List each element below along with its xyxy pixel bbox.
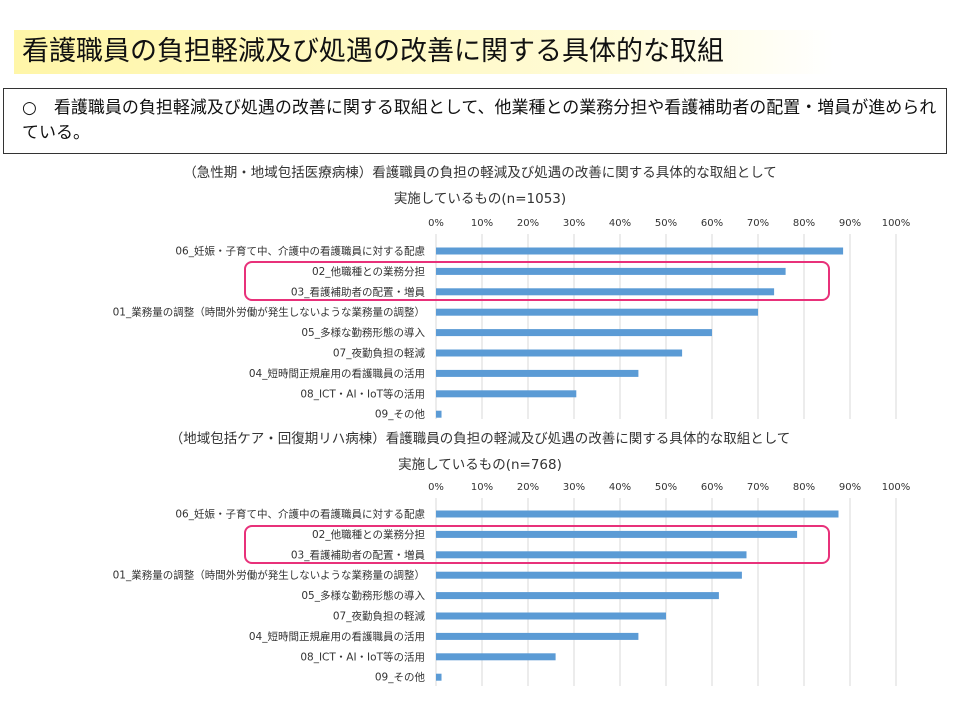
bar bbox=[436, 571, 742, 579]
bar bbox=[436, 653, 556, 661]
category-label: 03_看護補助者の配置・増員 bbox=[291, 548, 426, 561]
x-tick-label: 20% bbox=[517, 218, 539, 229]
x-tick-label: 80% bbox=[793, 482, 815, 493]
x-tick-label: 20% bbox=[517, 482, 539, 493]
bar bbox=[436, 530, 798, 538]
bar bbox=[436, 329, 712, 337]
bar bbox=[436, 632, 639, 640]
x-tick-label: 0% bbox=[428, 482, 444, 493]
x-tick-label: 90% bbox=[839, 482, 861, 493]
x-tick-label: 60% bbox=[701, 482, 723, 493]
summary-box: ○ 看護職員の負担軽減及び処遇の改善に関する取組として、他業種との業務分担や看護… bbox=[3, 88, 947, 154]
x-tick-label: 40% bbox=[609, 218, 631, 229]
highlight-box bbox=[244, 261, 830, 301]
category-label: 02_他職種との業務分担 bbox=[312, 528, 425, 541]
x-tick-label: 60% bbox=[701, 218, 723, 229]
x-tick-label: 30% bbox=[563, 218, 585, 229]
bar bbox=[436, 349, 683, 357]
x-tick-label: 0% bbox=[428, 218, 444, 229]
chart1-title-line2: 実施しているもの(n=1053) bbox=[393, 191, 567, 207]
category-label: 08_ICT・AI・IoT等の活用 bbox=[300, 387, 425, 400]
category-label: 06_妊娠・子育て中、介護中の看護職員に対する配慮 bbox=[175, 245, 425, 258]
bar bbox=[436, 390, 577, 398]
category-label: 05_多様な勤務形態の導入 bbox=[301, 589, 425, 602]
x-tick-label: 10% bbox=[471, 482, 493, 493]
category-label: 07_夜勤負担の軽減 bbox=[333, 347, 426, 360]
x-tick-label: 70% bbox=[747, 482, 769, 493]
x-tick-label: 40% bbox=[609, 482, 631, 493]
highlight-box bbox=[244, 525, 830, 564]
category-label: 08_ICT・AI・IoT等の活用 bbox=[300, 650, 425, 663]
x-tick-label: 90% bbox=[839, 218, 861, 229]
x-tick-label: 80% bbox=[793, 218, 815, 229]
category-label: 07_夜勤負担の軽減 bbox=[333, 610, 426, 623]
bar bbox=[436, 510, 839, 518]
bar bbox=[436, 288, 775, 296]
page-title: 看護職員の負担軽減及び処遇の改善に関する具体的な取組 bbox=[22, 36, 724, 67]
category-label: 09_その他 bbox=[375, 408, 426, 421]
bar bbox=[436, 247, 844, 255]
chart2-title-line2: 実施しているもの(n=768) bbox=[398, 457, 562, 473]
category-label: 09_その他 bbox=[375, 671, 426, 684]
bar bbox=[436, 267, 786, 275]
x-tick-label: 30% bbox=[563, 482, 585, 493]
x-tick-label: 100% bbox=[882, 482, 911, 493]
summary-text: ○ 看護職員の負担軽減及び処遇の改善に関する取組として、他業種との業務分担や看護… bbox=[22, 98, 937, 143]
chart2-title-line1: （地域包括ケア・回復期リハ病棟）看護職員の負担の軽減及び処遇の改善に関する具体的… bbox=[169, 431, 791, 447]
category-label: 04_短時間正規雇用の看護職員の活用 bbox=[249, 367, 425, 380]
x-tick-label: 50% bbox=[655, 218, 677, 229]
bar bbox=[436, 410, 442, 418]
category-label: 01_業務量の調整（時間外労働が発生しないような業務量の調整） bbox=[113, 569, 425, 582]
category-label: 01_業務量の調整（時間外労働が発生しないような業務量の調整） bbox=[113, 306, 425, 319]
chart1-acute: 0% 10% 20% 30% 40% 50% 60% 70% 80% 90% 100% 06_妊娠・子… bbox=[113, 218, 911, 421]
category-label: 03_看護補助者の配置・増員 bbox=[291, 285, 426, 298]
x-tick-label: 100% bbox=[882, 218, 911, 229]
x-tick-label: 50% bbox=[655, 482, 677, 493]
bar bbox=[436, 673, 442, 681]
title-bar: 看護職員の負担軽減及び処遇の改善に関する具体的な取組 bbox=[14, 30, 834, 74]
x-tick-label: 70% bbox=[747, 218, 769, 229]
bar bbox=[436, 369, 639, 377]
bar bbox=[436, 551, 747, 559]
category-label: 02_他職種との業務分担 bbox=[312, 265, 425, 278]
x-tick-label: 10% bbox=[471, 218, 493, 229]
chart2-community-care: 0% 10% 20% 30% 40% 50% 60% 70% 80% 90% 100% 06_妊娠・子… bbox=[113, 482, 911, 686]
bar bbox=[436, 592, 719, 600]
chart1-title-line1: （急性期・地域包括医療病棟）看護職員の負担の軽減及び処遇の改善に関する具体的な取… bbox=[183, 165, 777, 181]
category-label: 04_短時間正規雇用の看護職員の活用 bbox=[249, 630, 425, 643]
category-label: 06_妊娠・子育て中、介護中の看護職員に対する配慮 bbox=[175, 508, 425, 521]
category-label: 05_多様な勤務形態の導入 bbox=[301, 326, 425, 339]
bar bbox=[436, 308, 758, 316]
bar bbox=[436, 612, 666, 620]
